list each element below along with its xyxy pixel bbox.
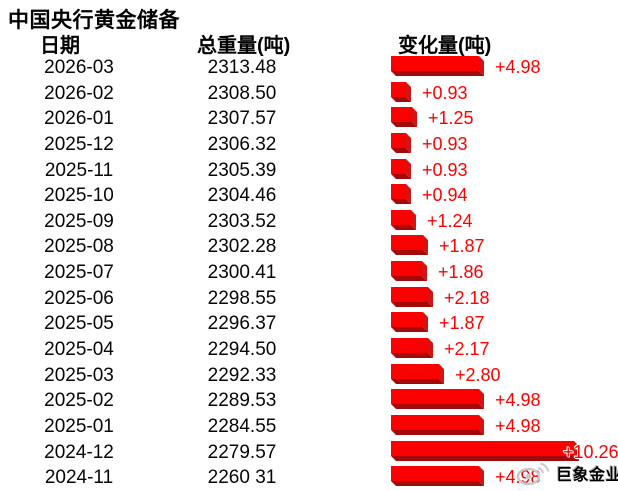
change-label: +0.94 bbox=[422, 185, 468, 206]
date-cell: 2025-10 bbox=[44, 185, 114, 207]
change-label: +1.25 bbox=[428, 108, 474, 129]
date-cell: 2024-12 bbox=[44, 441, 114, 463]
date-cell: 2025-05 bbox=[44, 313, 114, 335]
table-row: 2025-10 2304.46 +0.94 bbox=[0, 183, 618, 209]
weight-cell: 2305.39 bbox=[207, 159, 277, 181]
change-bar bbox=[391, 312, 428, 333]
change-bar bbox=[391, 158, 411, 179]
weight-cell: 2313.48 bbox=[207, 57, 277, 78]
table-row: 2025-09 2303.52 +1.24 bbox=[0, 209, 618, 235]
date-cell: 2025-08 bbox=[44, 236, 114, 258]
change-bar bbox=[391, 363, 444, 384]
weight-cell: 2294.50 bbox=[207, 339, 277, 361]
change-label: +10.26 bbox=[563, 441, 618, 462]
weight-cell: 2308.50 bbox=[207, 82, 277, 104]
date-cell: 2025-09 bbox=[44, 210, 114, 232]
weight-cell: 2307.57 bbox=[207, 108, 277, 130]
date-cell: 2026-03 bbox=[44, 57, 114, 78]
weight-cell: 2298.55 bbox=[207, 287, 277, 309]
table-row: 2025-03 2292.33 +2.80 bbox=[0, 363, 618, 389]
change-bar bbox=[391, 209, 416, 230]
table-row: 2025-11 2305.39 +0.93 bbox=[0, 158, 618, 184]
weibo-eye-icon bbox=[516, 462, 550, 486]
weight-cell: 2279.57 bbox=[207, 441, 277, 463]
change-label: +2.18 bbox=[444, 287, 490, 308]
date-cell: 2026-02 bbox=[44, 82, 114, 104]
change-label: +2.80 bbox=[455, 364, 501, 385]
column-header-change: 变化量(吨) bbox=[398, 35, 492, 57]
change-label: +4.98 bbox=[495, 415, 541, 436]
date-cell: 2025-07 bbox=[44, 262, 114, 284]
change-label: +1.24 bbox=[427, 210, 473, 231]
weight-cell: 2292.33 bbox=[207, 364, 277, 386]
data-rows: 2026-03 2313.48 +4.98 2026-02 2308.50 +0.93 20… bbox=[0, 55, 618, 491]
watermark: 巨象金业 bbox=[516, 460, 618, 486]
change-bar bbox=[391, 414, 484, 435]
change-label: +1.86 bbox=[438, 262, 484, 283]
change-bar bbox=[391, 466, 484, 487]
date-cell: 2025-06 bbox=[44, 287, 114, 309]
table-row: 2026-03 2313.48 +4.98 bbox=[0, 55, 618, 81]
change-label: +0.93 bbox=[422, 82, 468, 103]
date-cell: 2025-04 bbox=[44, 339, 114, 361]
change-label: +0.93 bbox=[422, 159, 468, 180]
date-cell: 2025-01 bbox=[44, 415, 114, 437]
weight-cell: 2284.55 bbox=[207, 415, 277, 437]
weight-cell: 2302.28 bbox=[207, 236, 277, 258]
change-bar bbox=[391, 261, 427, 282]
change-label: +2.17 bbox=[444, 339, 490, 360]
table-row: 2025-08 2302.28 +1.87 bbox=[0, 234, 618, 260]
change-bar bbox=[391, 184, 411, 205]
change-bar bbox=[391, 440, 579, 461]
change-bar bbox=[391, 132, 411, 153]
date-cell: 2026-01 bbox=[44, 108, 114, 130]
change-label: +1.87 bbox=[439, 313, 485, 334]
page-title: 中国央行黄金储备 bbox=[8, 9, 180, 32]
date-cell: 2025-11 bbox=[44, 159, 114, 181]
change-label: +4.98 bbox=[495, 390, 541, 411]
change-label: +0.93 bbox=[422, 133, 468, 154]
weight-cell: 2260 31 bbox=[207, 467, 277, 489]
change-bar bbox=[391, 235, 428, 256]
date-cell: 2025-12 bbox=[44, 133, 114, 155]
table-row: 2024-12 2279.57 +10.26 bbox=[0, 440, 618, 466]
weight-cell: 2289.53 bbox=[207, 390, 277, 412]
table-row: 2025-07 2300.41 +1.86 bbox=[0, 260, 618, 286]
table-row: 2025-04 2294.50 +2.17 bbox=[0, 337, 618, 363]
change-bar bbox=[391, 389, 484, 410]
date-cell: 2025-03 bbox=[44, 364, 114, 386]
change-bar bbox=[391, 338, 433, 359]
table-row: 2024-11 2260 31 +4.98 bbox=[0, 465, 618, 491]
change-label: +4.98 bbox=[495, 57, 541, 77]
table-row: 2026-01 2307.57 +1.25 bbox=[0, 106, 618, 132]
table-row: 2026-02 2308.50 +0.93 bbox=[0, 81, 618, 107]
change-bar bbox=[391, 107, 417, 128]
table-row: 2025-06 2298.55 +2.18 bbox=[0, 286, 618, 312]
watermark-text: 巨象金业 bbox=[556, 467, 618, 484]
column-header-weight: 总重量(吨) bbox=[197, 35, 291, 57]
change-bar bbox=[391, 286, 433, 307]
table-row: 2025-01 2284.55 +4.98 bbox=[0, 414, 618, 440]
table-row: 2025-02 2289.53 +4.98 bbox=[0, 388, 618, 414]
column-header-date: 日期 bbox=[40, 35, 80, 57]
date-cell: 2025-02 bbox=[44, 390, 114, 412]
weight-cell: 2306.32 bbox=[207, 133, 277, 155]
table-row: 2025-12 2306.32 +0.93 bbox=[0, 132, 618, 158]
date-cell: 2024-11 bbox=[44, 467, 114, 489]
weight-cell: 2303.52 bbox=[207, 210, 277, 232]
change-bar bbox=[391, 56, 484, 76]
weight-cell: 2304.46 bbox=[207, 185, 277, 207]
weight-cell: 2296.37 bbox=[207, 313, 277, 335]
change-label: +1.87 bbox=[439, 236, 485, 257]
change-bar bbox=[391, 81, 411, 102]
weight-cell: 2300.41 bbox=[207, 262, 277, 284]
table-row: 2025-05 2296.37 +1.87 bbox=[0, 311, 618, 337]
